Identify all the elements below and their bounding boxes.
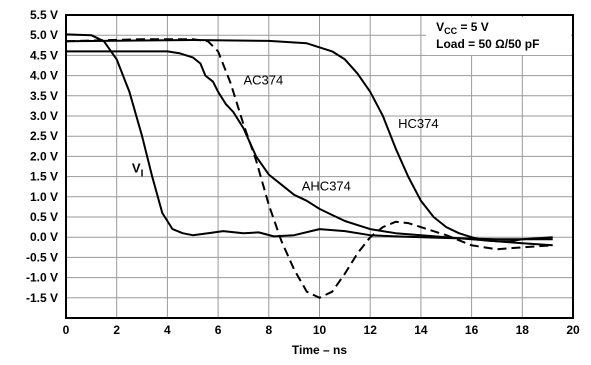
grid bbox=[65, 14, 574, 318]
x-tick-label: 18 bbox=[516, 323, 530, 337]
series-line-ahc374 bbox=[66, 50, 553, 247]
y-tick-label: 4.0 V bbox=[30, 69, 58, 83]
series-label-ac374: AC374 bbox=[243, 72, 283, 87]
y-tick-label: 5.0 V bbox=[30, 28, 58, 42]
x-tick-label: 16 bbox=[465, 323, 479, 337]
x-tick-label: 0 bbox=[63, 323, 70, 337]
vcc-subscript: CC bbox=[444, 26, 457, 36]
x-tick-label: 10 bbox=[313, 323, 327, 337]
series-line-vi bbox=[65, 33, 553, 241]
x-tick-label: 12 bbox=[364, 323, 378, 337]
y-tick-label: 2.5 V bbox=[30, 129, 58, 143]
x-tick-label: 6 bbox=[215, 323, 222, 337]
y-tick-label: 5.5 V bbox=[30, 8, 58, 22]
y-tick-label: -0.5 V bbox=[26, 250, 58, 264]
series-line-hc374 bbox=[65, 39, 553, 243]
y-tick-label: 0.5 V bbox=[30, 210, 58, 224]
series-label-hc374: HC374 bbox=[398, 116, 438, 131]
y-tick-label: -1.0 V bbox=[26, 271, 58, 285]
x-tick-label: 14 bbox=[414, 323, 428, 337]
conditions-box: VCC = 5 V Load = 50 Ω/50 pF bbox=[425, 17, 571, 55]
tick-labels: 0 2 4 6 8 10 12 14 16 18 20 5.5 V 5.0 V 4.5 V 4.0 V 3.5… bbox=[26, 8, 580, 337]
condition-load: Load = 50 Ω/50 pF bbox=[436, 37, 539, 51]
series-label-ahc374: AHC374 bbox=[302, 179, 351, 194]
series-line-ac374 bbox=[65, 38, 553, 299]
x-tick-label: 8 bbox=[265, 323, 272, 337]
x-axis-label: Time – ns bbox=[292, 343, 347, 357]
series-label-vi: VI bbox=[132, 161, 144, 180]
y-tick-label: 2.0 V bbox=[30, 149, 58, 163]
x-tick-label: 4 bbox=[164, 323, 171, 337]
y-tick-label: 4.5 V bbox=[30, 48, 58, 62]
condition-vcc: VCC = 5 V bbox=[436, 20, 489, 36]
y-tick-label: 3.5 V bbox=[30, 89, 58, 103]
y-tick-label: 3.0 V bbox=[30, 109, 58, 123]
vcc-value: = 5 V bbox=[457, 20, 489, 34]
x-tick-label: 2 bbox=[113, 323, 120, 337]
y-tick-label: 1.5 V bbox=[30, 170, 58, 184]
x-tick-label: 20 bbox=[566, 323, 580, 337]
y-tick-label: 0.0 V bbox=[30, 230, 58, 244]
vcc-main: V bbox=[436, 20, 444, 34]
series-group bbox=[65, 33, 553, 299]
plot-frame bbox=[65, 14, 574, 319]
y-tick-label: 1.0 V bbox=[30, 190, 58, 204]
y-tick-label: -1.5 V bbox=[26, 291, 58, 305]
series-labels: VI AC374 HC374 AHC374 bbox=[132, 72, 439, 193]
